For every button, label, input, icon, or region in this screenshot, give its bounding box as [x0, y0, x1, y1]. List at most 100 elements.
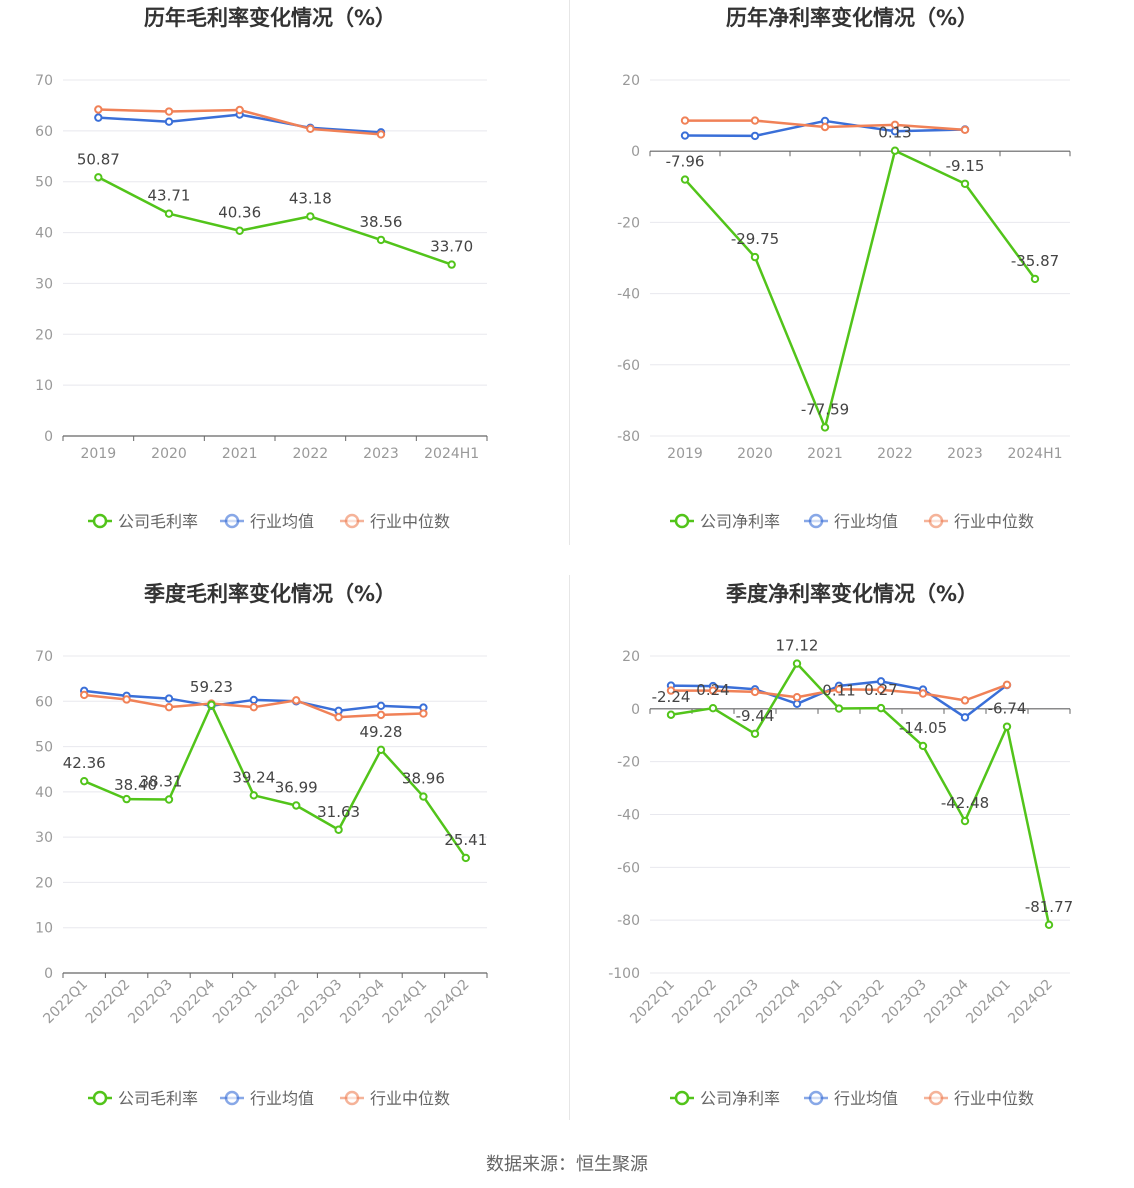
x-tick-label: 2022Q1	[627, 977, 678, 1028]
data-point-company	[306, 212, 315, 221]
y-tick-label: -20	[617, 215, 640, 231]
legend-item-company: 公司净利率	[670, 512, 780, 531]
legend-label: 行业中位数	[370, 512, 450, 531]
data-label: -9.44	[736, 707, 775, 725]
x-tick-label: 2023Q4	[921, 976, 972, 1027]
y-tick-label: 50	[35, 740, 53, 756]
data-label: -81.77	[1025, 898, 1073, 916]
data-point-company	[918, 741, 928, 751]
y-tick-label: 10	[35, 378, 53, 394]
data-point-industry_avg	[750, 131, 760, 141]
x-tick-label: 2022Q3	[125, 977, 176, 1028]
data-point-industry_avg	[164, 117, 174, 126]
legend-label: 行业中位数	[370, 1089, 450, 1108]
data-label: 25.41	[444, 831, 487, 849]
data-label: 17.12	[776, 637, 819, 655]
data-label: -29.75	[731, 230, 779, 248]
data-point-company	[666, 710, 676, 719]
x-tick-label: 2022Q2	[83, 977, 134, 1028]
y-tick-label: -40	[617, 808, 640, 824]
data-point-industry_median	[750, 687, 760, 697]
legend-marker	[92, 513, 108, 529]
y-tick-label: -100	[608, 966, 640, 982]
legend-item-industry_avg: 行业均值	[220, 1089, 314, 1108]
y-tick-label: 20	[35, 327, 53, 343]
x-tick-label: 2023Q2	[837, 977, 888, 1028]
data-label: -9.15	[946, 157, 985, 175]
data-point-industry_median	[876, 685, 886, 695]
data-point-industry_median	[80, 690, 89, 700]
data-label: 36.99	[275, 778, 318, 796]
legend-item-industry_avg: 行业均值	[220, 512, 314, 531]
data-source-note: 数据来源：恒生聚源	[486, 1154, 648, 1175]
data-point-company	[834, 704, 844, 713]
data-point-company	[334, 825, 343, 834]
data-point-industry_median	[306, 124, 315, 134]
legend-label: 公司毛利率	[118, 1089, 198, 1108]
x-tick-label: 2023	[363, 446, 399, 462]
data-point-industry_median	[122, 695, 131, 704]
chart-title: 季度毛利率变化情况（%）	[144, 582, 396, 606]
x-tick-label: 2024Q2	[422, 977, 473, 1028]
y-tick-label: 60	[35, 124, 53, 140]
y-tick-label: -80	[617, 429, 640, 445]
y-tick-label: 0	[631, 144, 640, 160]
data-point-company	[792, 659, 802, 668]
chart-title: 历年毛利率变化情况（%）	[144, 6, 396, 30]
data-point-industry_avg	[94, 113, 103, 122]
data-label: -77.59	[801, 400, 849, 418]
x-tick-label: 2024H1	[1007, 446, 1062, 462]
legend-item-industry_avg: 行业均值	[804, 1089, 898, 1108]
data-point-industry_median	[834, 685, 844, 694]
x-tick-label: 2024Q1	[963, 977, 1014, 1028]
legend-item-company: 公司毛利率	[88, 1089, 198, 1108]
data-point-industry_median	[376, 710, 386, 720]
x-tick-label: 2023Q1	[795, 977, 846, 1028]
data-point-company	[94, 173, 103, 182]
data-point-industry_median	[292, 696, 301, 705]
data-point-company	[447, 260, 456, 269]
data-label: 0.24	[696, 681, 729, 699]
x-tick-label: 2023Q2	[252, 977, 303, 1028]
x-tick-label: 2022Q4	[753, 976, 804, 1027]
chart-title: 季度净利率变化情况（%）	[726, 582, 978, 606]
legend-item-company: 公司毛利率	[88, 512, 198, 531]
y-tick-label: -80	[617, 913, 640, 929]
y-tick-label: 60	[35, 694, 53, 710]
legend-marker	[674, 1090, 690, 1106]
y-tick-label: 50	[35, 175, 53, 191]
data-point-company	[1044, 920, 1054, 930]
y-tick-label: 70	[35, 73, 53, 89]
y-tick-label: 10	[35, 921, 53, 937]
quarterly-net-margin-chart: 季度净利率变化情况（%）-100-80-60-40-200202022Q1202…	[608, 582, 1073, 1108]
data-point-industry_median	[820, 122, 830, 132]
data-label: 0.13	[878, 124, 911, 142]
data-label: 42.36	[63, 754, 106, 772]
data-point-company	[122, 794, 131, 804]
y-tick-label: -40	[617, 287, 640, 303]
y-tick-label: 0	[631, 702, 640, 718]
legend-item-industry_avg: 行业均值	[804, 512, 898, 531]
y-tick-label: 20	[35, 875, 53, 891]
data-point-industry_avg	[164, 694, 174, 703]
data-point-industry_avg	[876, 677, 886, 686]
x-tick-label: 2023Q1	[210, 977, 261, 1028]
data-label: 38.40	[114, 776, 157, 794]
x-tick-label: 2021	[807, 446, 843, 462]
legend-label: 公司净利率	[700, 1089, 780, 1108]
data-label: 40.36	[218, 204, 261, 222]
legend-item-industry_median: 行业中位数	[340, 512, 450, 531]
x-tick-label: 2021	[222, 446, 258, 462]
data-point-industry_median	[94, 105, 103, 114]
data-point-company	[292, 801, 301, 810]
chart-panel-annual-net: 历年净利率变化情况（%） -80 -60 -40 -20 0 20 2019 2020 2021 2…	[570, 0, 1134, 560]
y-tick-label: 40	[35, 226, 53, 242]
data-point-industry_avg	[960, 713, 970, 722]
x-tick-label: 2023	[947, 446, 983, 462]
legend-marker	[224, 513, 240, 529]
data-point-company	[376, 745, 386, 755]
legend-item-company: 公司净利率	[670, 1089, 780, 1108]
y-tick-label: -60	[617, 860, 640, 876]
y-tick-label: 40	[35, 785, 53, 801]
legend-label: 行业均值	[834, 512, 898, 531]
